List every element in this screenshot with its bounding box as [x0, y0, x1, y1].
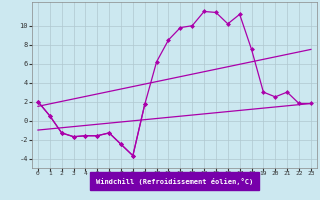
X-axis label: Windchill (Refroidissement éolien,°C): Windchill (Refroidissement éolien,°C)	[96, 178, 253, 185]
